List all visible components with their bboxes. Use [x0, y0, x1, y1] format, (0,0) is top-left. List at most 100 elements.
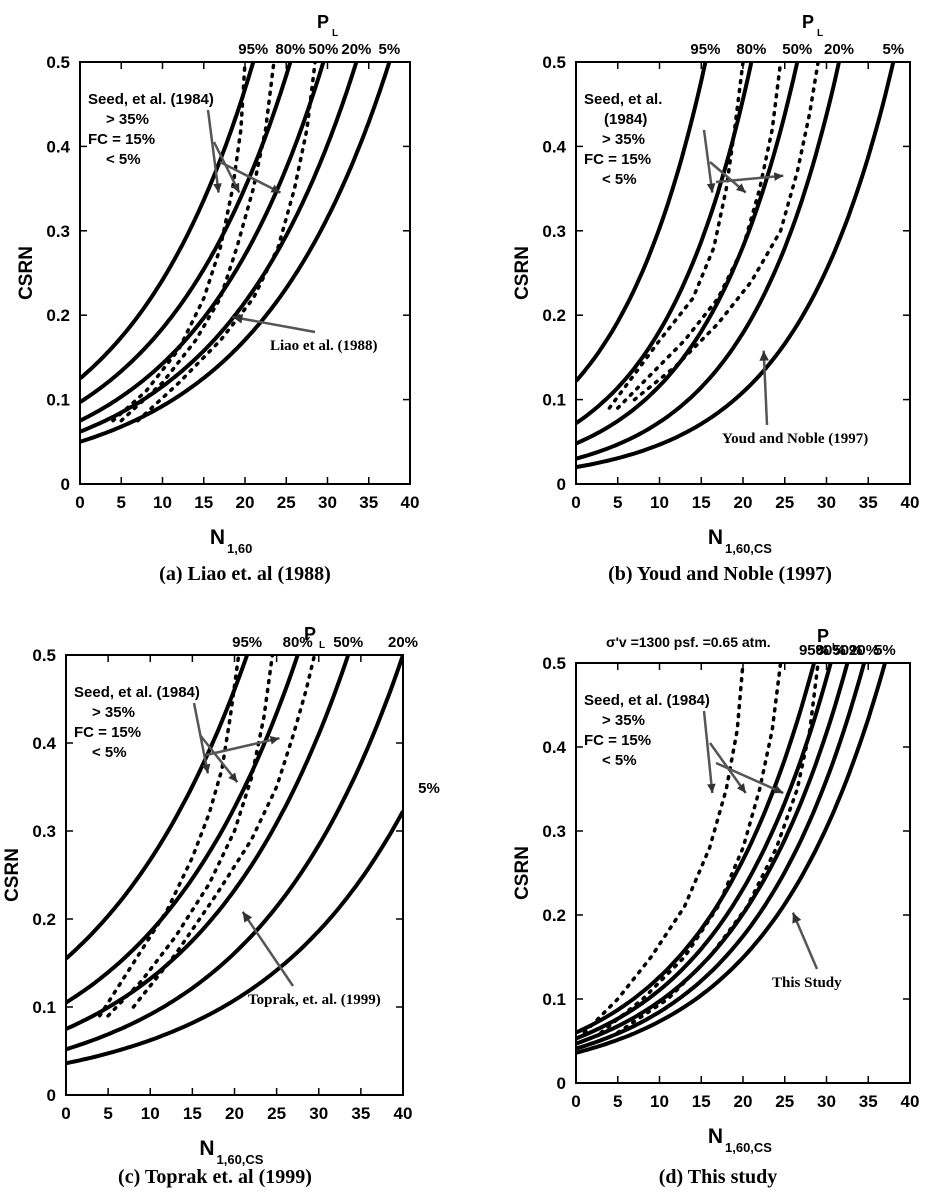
- probability-label: 5%: [379, 41, 401, 58]
- y-tick-label: 0.2: [46, 306, 70, 325]
- y-tick-label: 0.2: [542, 906, 566, 925]
- probability-label: 95%: [238, 41, 268, 58]
- reference-label: This Study: [772, 975, 842, 991]
- x-tick-label: 30: [817, 1092, 836, 1111]
- chart-panel-2: 0 5 10 15 20 25 30 35 40 0 0.1 0.2 0.3 0.4 0.5 CSRN N 1,6…: [512, 12, 919, 585]
- y-tick-label: 0.1: [32, 998, 56, 1017]
- legend-arrow: [206, 109, 220, 193]
- pl-header-subscript: L: [319, 640, 325, 651]
- legend-block: Seed, et al. (1984) > 35% FC = 15% < 5%: [584, 91, 662, 188]
- legend-text: < 5%: [602, 171, 637, 188]
- x-tick-label: 20: [734, 1092, 753, 1111]
- probability-label: 80%: [283, 634, 313, 651]
- legend-text: > 35%: [92, 704, 135, 721]
- reference-label: Toprak, et. al. (1999): [248, 992, 381, 1008]
- probability-label: 50%: [333, 634, 363, 651]
- pl-header: P: [317, 12, 329, 32]
- legend-block: Seed, et al. (1984) > 35% FC = 15% < 5%: [74, 684, 200, 761]
- probability-label: 20%: [824, 41, 854, 58]
- legend-arrowhead: [213, 183, 222, 193]
- legend-text: < 5%: [92, 744, 127, 761]
- x-tick-label: 25: [775, 493, 794, 512]
- seed-curve-1: [607, 62, 745, 410]
- reference-arrow: [232, 315, 316, 334]
- legend-arrow: [205, 736, 280, 757]
- x-axis-label: N: [199, 1137, 214, 1160]
- seed-curve-3: [616, 663, 820, 1035]
- y-tick-label: 0.5: [32, 646, 56, 665]
- seed-curve-1: [582, 663, 745, 1035]
- legend-arrowhead: [706, 183, 716, 193]
- x-tick-label: 10: [650, 493, 669, 512]
- seed-curve-1: [97, 655, 241, 1018]
- x-tick-label: 5: [613, 1092, 622, 1111]
- seed-curve-1: [111, 62, 247, 423]
- y-tick-label: 0.2: [542, 306, 566, 325]
- seed-curve-3: [136, 62, 317, 423]
- probability-curves: [80, 62, 392, 444]
- reference-arrow: [241, 911, 295, 987]
- reference-arrowhead: [242, 911, 253, 923]
- x-axis-label: N: [210, 526, 225, 549]
- panel-caption: (b) Youd and Noble (1997): [608, 563, 832, 585]
- y-axis-label: CSRN: [512, 846, 533, 900]
- legend-text: Seed, et al. (1984): [74, 684, 200, 701]
- y-tick-label: 0.3: [542, 222, 566, 241]
- x-tick-label: 35: [359, 493, 378, 512]
- sigma-label: σ'v =1300 psf. =0.65 atm.: [606, 634, 771, 650]
- x-tick-label: 20: [734, 493, 753, 512]
- x-tick-label: 10: [153, 493, 172, 512]
- legend-arrowhead: [736, 783, 746, 793]
- x-tick-label: 35: [859, 493, 878, 512]
- legend-arrow: [715, 174, 784, 184]
- probability-curve-80pct: [80, 62, 293, 404]
- chart-panel-3: 0 5 10 15 20 25 30 35 40 0 0.1 0.2 0.3 0.4 0.5 CSRN N 1,6…: [2, 624, 440, 1188]
- probability-label: 50%: [782, 41, 812, 58]
- y-tick-label: 0: [557, 475, 566, 494]
- x-tick-label: 5: [103, 1104, 112, 1123]
- x-tick-label: 0: [75, 493, 84, 512]
- probability-curve-20pct: [66, 655, 403, 1052]
- probability-curves: [576, 663, 888, 1055]
- legend-arrow: [192, 702, 210, 774]
- probability-curves: [576, 62, 896, 470]
- x-tick-label: 40: [394, 1104, 413, 1123]
- pl-header: P: [304, 624, 316, 644]
- x-tick-label: 15: [692, 493, 711, 512]
- legend-arrowhead: [736, 183, 746, 193]
- probability-curve-95pct: [576, 663, 817, 1035]
- pl-header: P: [817, 626, 829, 646]
- x-tick-label: 25: [267, 1104, 286, 1123]
- x-axis-label-subscript: 1,60,CS: [725, 541, 772, 556]
- x-tick-label: 20: [225, 1104, 244, 1123]
- x-tick-label: 5: [613, 493, 622, 512]
- probability-label: 5%: [882, 41, 904, 58]
- legend-arrowhead: [773, 172, 784, 181]
- probability-label: 95%: [799, 642, 829, 659]
- x-tick-label: 35: [351, 1104, 370, 1123]
- probability-curve-95pct: [80, 62, 256, 381]
- panel-caption: (c) Toprak et. al (1999): [118, 1166, 312, 1188]
- y-tick-label: 0.3: [32, 822, 56, 841]
- legend-arrow: [219, 160, 282, 194]
- x-tick-label: 30: [309, 1104, 328, 1123]
- x-tick-label: 30: [817, 493, 836, 512]
- x-tick-label: 5: [117, 493, 126, 512]
- probability-curve-50pct: [80, 62, 326, 423]
- legend-arrow: [702, 129, 714, 193]
- reference-arrowhead: [232, 314, 244, 324]
- legend-text: < 5%: [602, 752, 637, 769]
- x-axis-label-subscript: 1,60,CS: [725, 1140, 772, 1155]
- pl-header: P: [802, 12, 814, 32]
- legend-arrowhead: [231, 182, 240, 193]
- y-tick-label: 0.1: [542, 391, 566, 410]
- reference-arrow: [791, 912, 819, 970]
- probability-curve-5pct: [66, 810, 403, 1066]
- probability-curve-5pct: [576, 62, 896, 470]
- x-axis-label-subscript: 1,60,CS: [217, 1152, 264, 1167]
- x-tick-label: 25: [277, 493, 296, 512]
- y-tick-label: 0.1: [46, 391, 70, 410]
- seed-curve-2: [106, 655, 275, 1018]
- probability-curve-50pct: [66, 655, 351, 1031]
- legend-text: (1984): [604, 111, 647, 128]
